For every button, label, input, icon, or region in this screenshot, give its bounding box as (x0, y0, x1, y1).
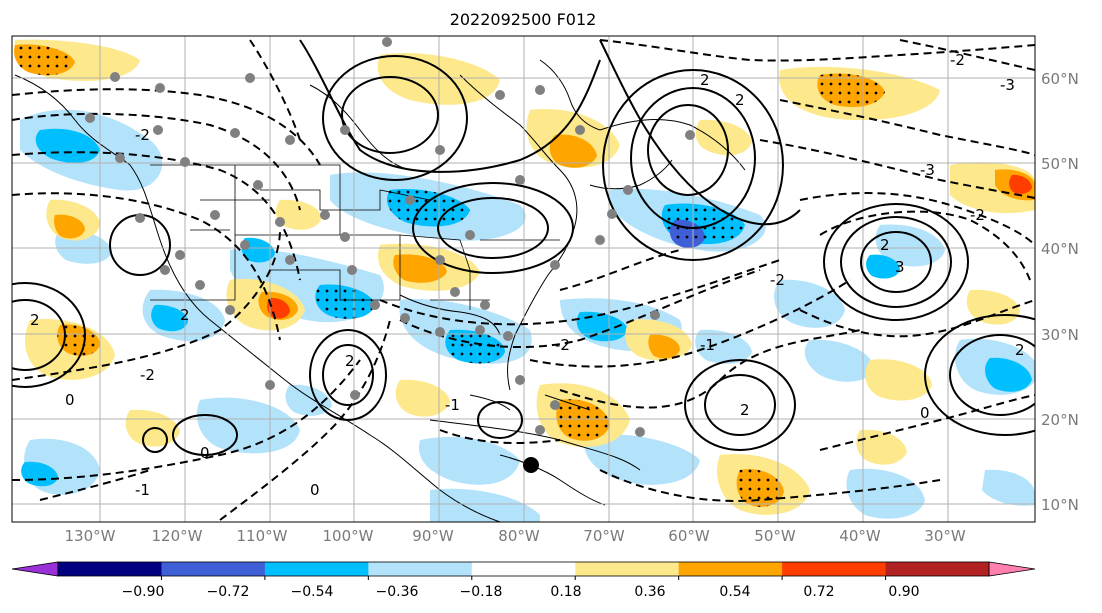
svg-text:110°W: 110°W (237, 527, 288, 545)
colorbar-segment (471, 562, 576, 576)
svg-text:50°N: 50°N (1041, 155, 1079, 173)
svg-text:-2: -2 (950, 51, 965, 69)
svg-text:-3: -3 (1000, 76, 1015, 94)
svg-text:10°N: 10°N (1041, 496, 1079, 514)
svg-text:-2: -2 (770, 271, 785, 289)
svg-text:-2: -2 (555, 336, 570, 354)
state-borders (150, 164, 560, 320)
colorbar-tick: −0.54 (291, 584, 334, 600)
svg-text:2: 2 (30, 311, 40, 329)
svg-text:-2: -2 (970, 206, 985, 224)
colorbar-extend-high (988, 561, 1036, 577)
svg-text:60°N: 60°N (1041, 70, 1079, 88)
svg-text:60°W: 60°W (668, 527, 710, 545)
svg-text:30°W: 30°W (924, 527, 966, 545)
svg-text:2: 2 (740, 401, 750, 419)
svg-text:2: 2 (735, 91, 745, 109)
colorbar-segment (782, 562, 887, 576)
significance-stippling (14, 44, 885, 507)
negative-contours (12, 39, 1035, 521)
svg-text:80°W: 80°W (498, 527, 540, 545)
svg-text:-2: -2 (140, 366, 155, 384)
colorbar-tick: 0.72 (803, 584, 834, 600)
svg-text:2: 2 (345, 352, 355, 370)
colorbar-tick: 0.54 (719, 584, 750, 600)
colorbar-segment (264, 562, 369, 576)
coastlines (14, 59, 746, 522)
svg-text:-1: -1 (700, 336, 715, 354)
svg-text:120°W: 120°W (152, 527, 203, 545)
colorbar: −0.90 −0.72 −0.54 −0.36 −0.18 0.18 0.36 … (11, 561, 1036, 600)
colorbar-tick: 0.90 (888, 584, 919, 600)
latitude-labels: 60°N 50°N 40°N 30°N 20°N 10°N (1041, 70, 1079, 514)
svg-text:2: 2 (1015, 341, 1025, 359)
colorbar-tick: −0.90 (122, 584, 165, 600)
colorbar-extend-low (11, 561, 59, 577)
svg-text:90°W: 90°W (412, 527, 454, 545)
positive-anomaly-strong-east (1009, 174, 1032, 194)
svg-text:-1: -1 (445, 396, 460, 414)
svg-text:0: 0 (200, 444, 210, 462)
storm-center-marker (523, 457, 539, 473)
svg-text:-1: -1 (135, 481, 150, 499)
colorbar-tick: 0.36 (634, 584, 665, 600)
contour-labels: 2 2 3 -2 -2 -1 0 2 -2 -3 2 2 -2 -3 -2 0 … (30, 51, 1025, 499)
map-frame (11, 35, 1036, 523)
station-markers (85, 37, 695, 437)
colorbar-tick: −0.72 (207, 584, 250, 600)
svg-text:2: 2 (880, 236, 890, 254)
colorbar-outline (57, 561, 990, 577)
colorbar-segments (11, 561, 1036, 580)
svg-text:20°N: 20°N (1041, 411, 1079, 429)
svg-text:70°W: 70°W (583, 527, 625, 545)
svg-text:0: 0 (310, 481, 320, 499)
svg-text:-3: -3 (920, 161, 935, 179)
colorbar-segment (575, 562, 680, 576)
svg-text:0: 0 (920, 404, 930, 422)
longitude-labels: 130°W 120°W 110°W 100°W 90°W 80°W 70°W 6… (65, 527, 966, 545)
svg-text:130°W: 130°W (65, 527, 116, 545)
colorbar-segment (885, 562, 990, 576)
svg-text:40°W: 40°W (839, 527, 881, 545)
svg-text:-2: -2 (135, 126, 150, 144)
positive-contours (12, 39, 1035, 456)
svg-text:30°N: 30°N (1041, 326, 1079, 344)
colorbar-segment (368, 562, 473, 576)
svg-text:0: 0 (65, 391, 75, 409)
svg-text:100°W: 100°W (323, 527, 374, 545)
svg-text:3: 3 (895, 258, 905, 276)
colorbar-tick: 0.18 (550, 584, 581, 600)
map-title: 2022092500 F012 (450, 10, 597, 29)
svg-text:2: 2 (700, 71, 710, 89)
svg-text:2: 2 (180, 306, 190, 324)
colorbar-tick-labels: −0.90 −0.72 −0.54 −0.36 −0.18 0.18 0.36 … (122, 584, 920, 600)
colorbar-segment (161, 562, 266, 576)
colorbar-segment (678, 562, 783, 576)
colorbar-segment (58, 562, 162, 576)
colorbar-tick: −0.36 (376, 584, 419, 600)
map-panel: 2 2 3 -2 -2 -1 0 2 -2 -3 2 2 -2 -3 -2 0 … (12, 36, 1035, 522)
svg-text:40°N: 40°N (1041, 240, 1079, 258)
svg-text:50°W: 50°W (754, 527, 796, 545)
colorbar-tick: −0.18 (460, 584, 503, 600)
